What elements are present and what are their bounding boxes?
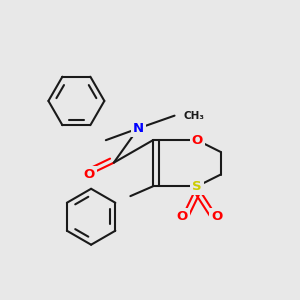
Text: S: S xyxy=(192,180,202,193)
Text: O: O xyxy=(177,210,188,223)
Text: O: O xyxy=(83,168,95,181)
Text: O: O xyxy=(191,134,203,147)
Text: N: N xyxy=(133,122,144,135)
Text: CH₃: CH₃ xyxy=(183,111,204,121)
Text: O: O xyxy=(211,210,222,223)
